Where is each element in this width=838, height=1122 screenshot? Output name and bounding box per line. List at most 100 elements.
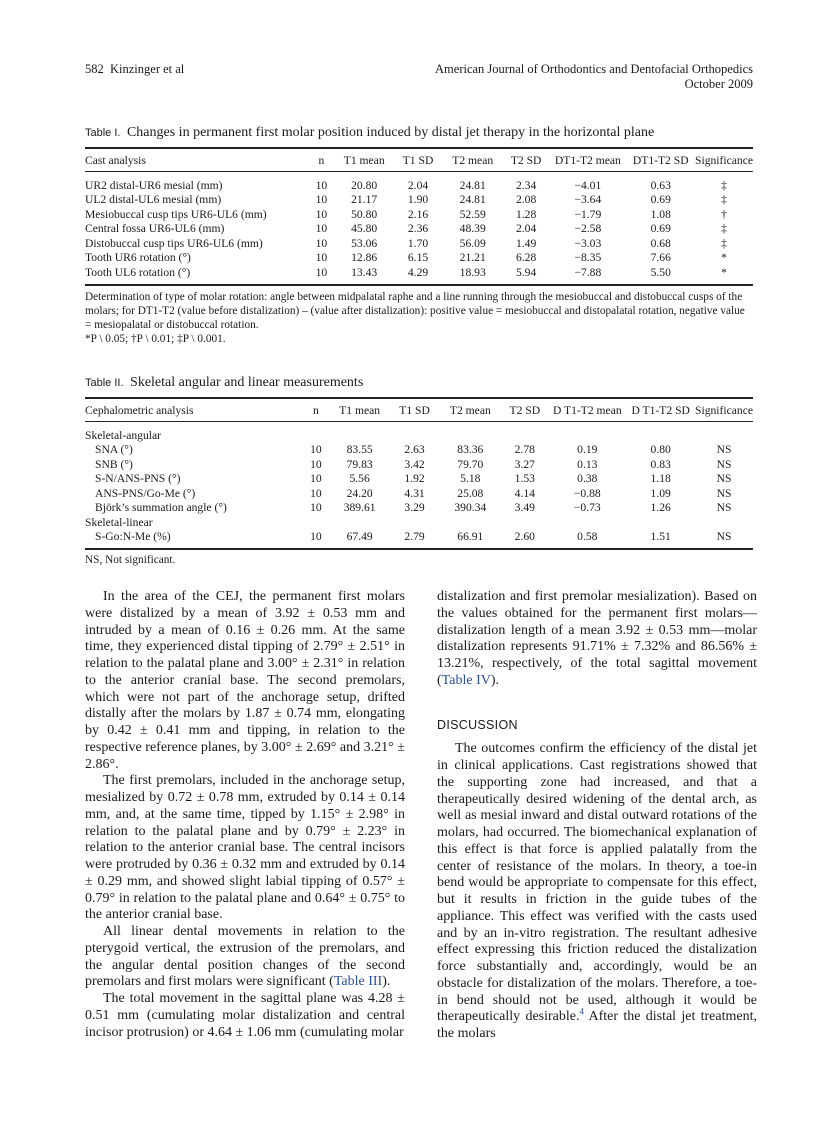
group-row: Skeletal-linear <box>85 515 753 530</box>
table-cell: NS <box>716 501 732 515</box>
table-cell: Tooth UL6 rotation (°) <box>85 265 191 279</box>
table-cell: 4.14 <box>514 486 535 500</box>
table2-note: NS, Not significant. <box>85 554 176 566</box>
table-cell: Distobuccal cusp tips UR6-UL6 (mm) <box>85 236 263 250</box>
table-cell: 5.18 <box>460 472 481 486</box>
table-cell: 53.06 <box>351 236 378 250</box>
column-header: T2 SD <box>509 404 541 417</box>
table-cell: 0.69 <box>650 193 671 207</box>
table-cell: −8.35 <box>574 251 602 265</box>
table-cell: −3.64 <box>574 193 602 207</box>
table-row: ANS-PNS/Go-Me (°) 10 24.20 4.31 25.08 4.14 −0.… <box>85 486 753 501</box>
table-iv-link[interactable]: Table IV <box>441 672 491 688</box>
table-cell: −1.79 <box>574 207 602 221</box>
table-cell: 0.58 <box>577 530 598 544</box>
table-cell: 10 <box>315 207 328 221</box>
table-cell: 0.19 <box>577 443 598 457</box>
table-cell: 3.42 <box>404 457 425 471</box>
table-cell: 10 <box>315 222 328 236</box>
table-cell: Central fossa UR6-UL6 (mm) <box>85 222 225 236</box>
table-cell: 6.15 <box>407 251 429 265</box>
table-row: Björk’s summation angle (°) 10 389.61 3.29 3… <box>85 501 753 516</box>
table-cell: −7.88 <box>574 265 602 279</box>
table-row: Distobuccal cusp tips UR6-UL6 (mm) 10 53.0… <box>85 236 753 251</box>
table-cell: 5.56 <box>349 472 370 486</box>
column-header: n <box>318 154 325 167</box>
text: All linear dental movements in relation … <box>85 924 405 990</box>
table-cell: 24.81 <box>459 178 486 192</box>
table-cell: 2.04 <box>407 178 429 192</box>
table1-caption: Table I. Changes in permanent first mola… <box>85 125 654 141</box>
table-cell: 0.38 <box>577 472 598 486</box>
table-row: Tooth UR6 rotation (°) 10 12.86 6.15 21.21 6.… <box>85 251 753 266</box>
journal-name: American Journal of Orthodontics and Den… <box>435 62 753 76</box>
table-cell: 21.21 <box>459 251 486 265</box>
table-row: UR2 distal-UR6 mesial (mm) 10 20.80 2.04 24.… <box>85 172 753 193</box>
column-header: Significance <box>695 404 753 417</box>
reference-link[interactable]: 4 <box>579 1006 585 1017</box>
column-header: n <box>313 404 319 417</box>
table-cell: S-N/ANS-PNS (°) <box>95 472 181 486</box>
table2-title: Skeletal angular and linear measurements <box>130 375 364 390</box>
column-header: D T1-T2 mean <box>552 404 622 417</box>
table-cell: UR2 distal-UR6 mesial (mm) <box>85 178 223 192</box>
table-cell: 1.28 <box>515 207 537 221</box>
table-row: S-Go:N-Me (%) 10 67.49 2.79 66.91 2.60 0.58 1.5… <box>85 530 753 550</box>
column-header: Cast analysis <box>85 154 146 167</box>
table-cell: 79.83 <box>346 457 373 471</box>
table-cell: 10 <box>310 530 322 544</box>
table-cell: NS <box>716 472 732 486</box>
table-cell: 2.78 <box>514 443 535 457</box>
table-cell: NS <box>716 530 732 544</box>
table-cell: UL2 distal-UL6 mesial (mm) <box>85 193 222 207</box>
table-cell: 0.83 <box>650 457 671 471</box>
table-row: SNB (°) 10 79.83 3.42 79.70 3.27 0.13 0.83 NS <box>85 457 753 472</box>
table-cell: 2.60 <box>514 530 535 544</box>
table-cell: 4.29 <box>407 265 429 279</box>
table-cell: 50.80 <box>351 207 378 221</box>
column-header: T1 mean <box>343 154 385 167</box>
table1-title: Changes in permanent first molar positio… <box>126 125 655 140</box>
running-header-right: American Journal of Orthodontics and Den… <box>435 62 753 92</box>
page-number: 582 <box>85 62 104 76</box>
column-header: T2 mean <box>452 154 494 167</box>
table-cell: ‡ <box>721 178 727 192</box>
table-cell: −3.03 <box>574 236 602 250</box>
column-header: D T1-T2 SD <box>631 404 690 417</box>
issue-date: October 2009 <box>684 77 753 91</box>
column-header: T1 mean <box>339 404 381 417</box>
table-cell: −4.01 <box>574 178 602 192</box>
table-cell: 13.43 <box>351 265 378 279</box>
table-cell: SNB (°) <box>95 457 133 471</box>
table-cell: NS <box>716 486 732 500</box>
table-cell: * <box>721 265 727 279</box>
table-row: Central fossa UR6-UL6 (mm) 10 45.80 2.36 48.… <box>85 222 753 237</box>
table-cell: 2.16 <box>407 207 429 221</box>
table-cell: 3.27 <box>514 457 535 471</box>
table-iii-link[interactable]: Table III <box>333 974 383 990</box>
table-cell: 2.63 <box>404 443 425 457</box>
table-cell: 1.49 <box>515 236 537 250</box>
text: The outcomes confirm the efficiency of t… <box>437 741 757 1025</box>
right-column: distalization and first premolar mesiali… <box>437 589 757 1043</box>
text: ). <box>382 974 391 990</box>
table-cell: SNA (°) <box>95 443 133 457</box>
table-cell: 18.93 <box>459 265 486 279</box>
table-cell: Mesiobuccal cusp tips UR6-UL6 (mm) <box>85 207 267 221</box>
table-cell: 1.26 <box>650 501 671 515</box>
table-cell: 0.68 <box>650 236 671 250</box>
table-cell: ‡ <box>721 236 727 250</box>
table-cell: 1.70 <box>407 236 429 250</box>
table-cell: 0.80 <box>650 443 671 457</box>
table2-label: Table II. <box>85 377 124 389</box>
group-row: Skeletal-angular <box>85 422 753 443</box>
table1-label: Table I. <box>85 127 121 139</box>
column-header: T2 mean <box>449 404 491 417</box>
table-cell: 79.70 <box>457 457 484 471</box>
text: distalization and first premolar mesiali… <box>437 589 757 688</box>
table-cell: 5.50 <box>650 265 671 279</box>
table-cell: 7.66 <box>650 251 671 265</box>
table-cell: −0.88 <box>573 486 601 500</box>
text: After the distal jet treatment, the mola… <box>437 1009 757 1041</box>
left-column: In the area of the CEJ, the permanent fi… <box>85 589 405 1041</box>
